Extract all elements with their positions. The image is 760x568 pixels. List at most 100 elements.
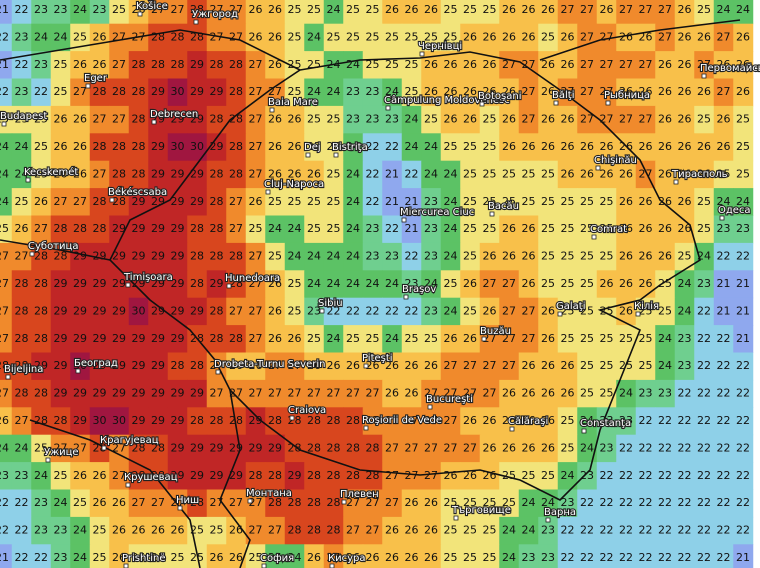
temperature-value: 27 (600, 85, 614, 98)
temperature-cell (499, 78, 520, 107)
temperature-value: 27 (249, 58, 263, 71)
city-label: Первомайськ (700, 63, 760, 74)
temperature-value: 26 (424, 85, 438, 98)
temperature-value: 22 (619, 441, 633, 454)
temperature-value: 28 (54, 414, 68, 427)
temperature-value: 28 (34, 250, 48, 263)
temperature-value: 27 (580, 113, 594, 126)
temperature-cell (11, 544, 32, 568)
temperature-value: 22 (736, 441, 750, 454)
temperature-cell (304, 160, 325, 189)
temperature-cell (655, 434, 676, 463)
temperature-cell (89, 352, 110, 381)
temperature-cell (499, 379, 520, 408)
temperature-cell (635, 462, 656, 490)
temperature-value: 28 (171, 30, 185, 43)
city-label: Botoşani (478, 91, 521, 102)
temperature-cell (440, 215, 461, 244)
temperature-cell (284, 407, 305, 436)
temperature-cell (596, 0, 617, 25)
temperature-value: 25 (444, 140, 458, 153)
temperature-cell (304, 242, 325, 271)
temperature-value: 22 (580, 496, 594, 509)
temperature-cell (382, 489, 403, 518)
city-marker (545, 517, 551, 523)
temperature-value: 25 (54, 58, 68, 71)
temperature-value: 25 (307, 140, 321, 153)
temperature-cell (479, 379, 500, 408)
temperature-value: 25 (522, 469, 536, 482)
city-marker (123, 563, 129, 568)
temperature-value: 29 (171, 304, 185, 317)
temperature-cell (206, 105, 227, 134)
temperature-cell (265, 489, 286, 518)
city-marker (385, 105, 391, 111)
temperature-cell (557, 325, 578, 353)
temperature-value: 24 (73, 551, 87, 564)
temperature-cell (557, 379, 578, 408)
temperature-cell (616, 215, 637, 244)
temperature-cell (713, 0, 734, 25)
temperature-value: 25 (463, 222, 477, 235)
temperature-value: 29 (171, 441, 185, 454)
temperature-cell (187, 407, 208, 436)
temperature-value: 29 (190, 167, 204, 180)
temperature-cell (421, 379, 442, 408)
temperature-cell (674, 78, 695, 107)
temperature-cell (0, 133, 13, 162)
city-marker (177, 505, 183, 511)
temperature-value: 27 (697, 58, 711, 71)
temperature-value: 21 (717, 277, 731, 290)
temperature-cell (694, 352, 715, 381)
temperature-cell (518, 516, 539, 545)
temperature-cell (655, 297, 676, 326)
temperature-cell (518, 325, 539, 353)
temperature-value: 25 (483, 524, 497, 537)
temperature-value: 26 (463, 85, 477, 98)
temperature-value: 25 (288, 277, 302, 290)
temperature-value: 26 (112, 551, 126, 564)
temperature-cell (440, 133, 461, 162)
temperature-cell (11, 297, 32, 326)
temperature-value: 26 (502, 85, 516, 98)
temperature-cell (577, 544, 598, 568)
border (0, 239, 111, 261)
temperature-cell (499, 516, 520, 545)
city-marker (125, 282, 131, 288)
temperature-cell (713, 462, 734, 490)
temperature-value: 28 (229, 85, 243, 98)
temperature-value: 26 (268, 3, 282, 16)
temperature-cell (226, 160, 247, 189)
border (539, 19, 741, 61)
temperature-value: 24 (288, 250, 302, 263)
temperature-cell (596, 160, 617, 189)
temperature-value: 26 (678, 167, 692, 180)
temperature-cell (440, 407, 461, 436)
temperature-value: 26 (405, 551, 419, 564)
temperature-value: 30 (171, 85, 185, 98)
temperature-value: 27 (249, 304, 263, 317)
temperature-value: 27 (502, 332, 516, 345)
temperature-cell (265, 434, 286, 463)
city-label: Тирасполь (671, 169, 728, 180)
temperature-cell (128, 133, 149, 162)
temperature-value: 26 (385, 387, 399, 400)
temperature-value: 28 (190, 250, 204, 263)
temperature-cell (440, 297, 461, 326)
temperature-value: 26 (307, 359, 321, 372)
temperature-value: 26 (327, 359, 341, 372)
temperature-value: 26 (717, 58, 731, 71)
temperature-cell (440, 78, 461, 107)
temperature-value: 29 (93, 277, 107, 290)
temperature-value: 26 (541, 58, 555, 71)
temperature-value: 23 (522, 551, 536, 564)
temperature-value: 29 (34, 359, 48, 372)
temperature-value: 28 (327, 414, 341, 427)
temperature-cell (577, 160, 598, 189)
temperature-cell (323, 544, 344, 568)
temperature-cell (362, 352, 383, 381)
temperature-value: 26 (54, 167, 68, 180)
temperature-value: 26 (639, 277, 653, 290)
temperature-value: 25 (346, 30, 360, 43)
